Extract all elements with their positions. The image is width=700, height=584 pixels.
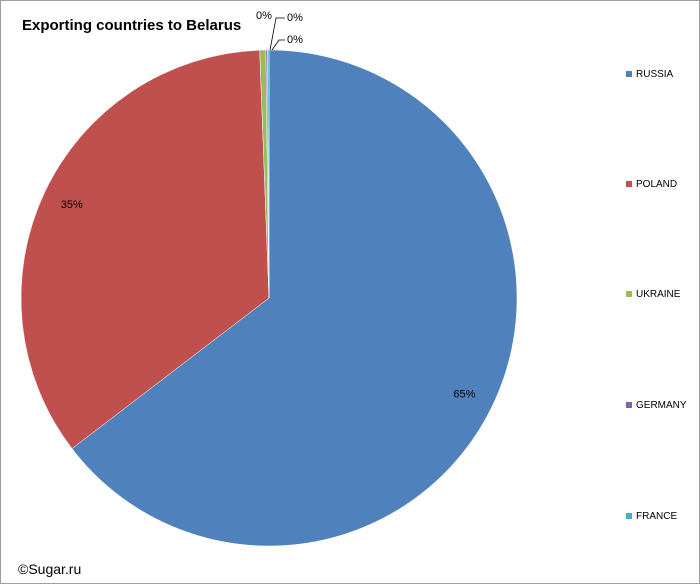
legend-swatch-ukraine — [626, 291, 632, 297]
leader-line-germany — [269, 17, 285, 51]
copyright-text: ©Sugar.ru — [18, 561, 82, 577]
legend-swatch-france — [626, 513, 632, 519]
data-label-russia: 65% — [453, 389, 475, 401]
legend-label-russia: RUSSIA — [636, 68, 674, 80]
data-label-france: 0% — [287, 34, 303, 46]
legend-item-russia: RUSSIA — [626, 67, 673, 81]
leader-line-france — [271, 39, 285, 51]
legend-label-ukraine: UKRAINE — [636, 288, 681, 300]
legend-swatch-germany — [626, 402, 632, 408]
legend-label-france: FRANCE — [636, 510, 678, 522]
legend-item-germany: GERMANY — [626, 398, 687, 412]
legend-item-ukraine: UKRAINE — [626, 287, 680, 301]
data-label-ukraine: 0% — [256, 10, 272, 22]
legend-label-germany: GERMANY — [636, 399, 687, 411]
data-label-germany: 0% — [287, 12, 303, 24]
legend-swatch-russia — [626, 71, 632, 77]
legend-item-poland: POLAND — [626, 177, 677, 191]
pie-slice-france — [267, 49, 270, 299]
data-label-poland: 35% — [61, 199, 83, 211]
pie-slice-russia — [71, 49, 518, 547]
pie-slice-poland — [20, 49, 270, 449]
legend-label-poland: POLAND — [636, 178, 678, 190]
chart-title: Exporting countries to Belarus — [22, 17, 242, 34]
legend-swatch-poland — [626, 181, 632, 187]
legend-item-france: FRANCE — [626, 509, 677, 523]
